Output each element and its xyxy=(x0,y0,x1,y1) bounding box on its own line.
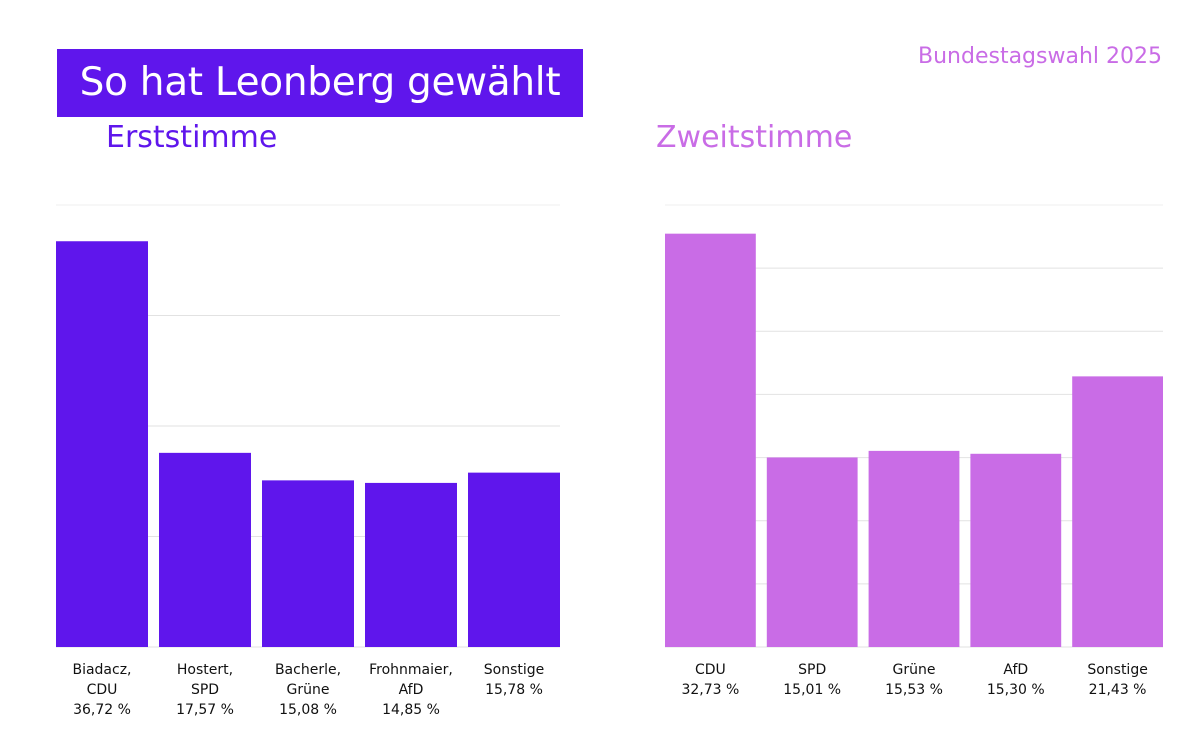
category-label: Grüne xyxy=(286,682,330,698)
value-label: 36,72 % xyxy=(73,702,131,718)
category-label: Sonstige xyxy=(1087,662,1148,678)
category-label: AfD xyxy=(398,682,424,698)
page-title: So hat Leonberg gewählt xyxy=(57,49,583,117)
category-label: Grüne xyxy=(892,662,936,678)
value-label: 15,08 % xyxy=(279,702,337,718)
category-label: CDU xyxy=(694,662,726,678)
zweitstimme-title: Zweitstimme xyxy=(656,120,853,155)
erststimme-bar-label: Sonstige 15,78 % xyxy=(458,660,570,700)
zweitstimme-bar-label: CDU 32,73 % xyxy=(655,660,766,700)
category-label: Hostert, xyxy=(176,662,234,678)
category-label: Sonstige xyxy=(483,662,545,678)
zweitstimme-bar-1 xyxy=(665,233,756,647)
zweitstimme-bar-label: Sonstige 21,43 % xyxy=(1062,660,1173,700)
value-label: 14,85 % xyxy=(382,702,440,718)
zweitstimme-bar-label: Grüne 15,53 % xyxy=(859,660,970,700)
erststimme-bar-3 xyxy=(262,480,354,647)
erststimme-bar-5 xyxy=(468,472,560,647)
erststimme-bar-label: Biadacz, CDU 36,72 % xyxy=(46,660,158,720)
value-label: 15,53 % xyxy=(885,682,943,698)
value-label: 21,43 % xyxy=(1088,682,1147,698)
zweitstimme-bar-5 xyxy=(1072,376,1163,647)
zweitstimme-bar-2 xyxy=(766,457,858,647)
value-label: 32,73 % xyxy=(681,682,740,698)
erststimme-bar-2 xyxy=(159,452,251,647)
value-label: 15,30 % xyxy=(986,682,1045,698)
zweitstimme-bar-3 xyxy=(868,450,960,647)
value-label: 15,78 % xyxy=(485,682,543,698)
category-label: Bacherle, xyxy=(274,662,342,678)
erststimme-title: Erststimme xyxy=(106,120,278,155)
category-label: Biadacz, xyxy=(72,662,132,678)
zweitstimme-bar-label: AfD 15,30 % xyxy=(960,660,1071,700)
value-label: 17,57 % xyxy=(176,702,234,718)
erststimme-bar-label: Bacherle, Grüne 15,08 % xyxy=(252,660,364,720)
erststimme-bar-4 xyxy=(365,482,457,647)
erststimme-bar-1 xyxy=(56,241,148,647)
erststimme-bar-label: Hostert, SPD 17,57 % xyxy=(149,660,261,720)
erststimme-bar-label: Frohnmaier, AfD 14,85 % xyxy=(355,660,467,720)
category-label: AfD xyxy=(1003,662,1029,678)
zweitstimme-bar-label: SPD 15,01 % xyxy=(757,660,868,700)
election-label: Bundestagswahl 2025 xyxy=(918,44,1162,69)
category-label: SPD xyxy=(798,662,827,678)
category-label: CDU xyxy=(86,682,118,698)
category-label: SPD xyxy=(190,682,220,698)
category-label: Frohnmaier, xyxy=(369,662,453,678)
value-label: 15,01 % xyxy=(783,682,842,698)
zweitstimme-bar-4 xyxy=(970,453,1062,647)
